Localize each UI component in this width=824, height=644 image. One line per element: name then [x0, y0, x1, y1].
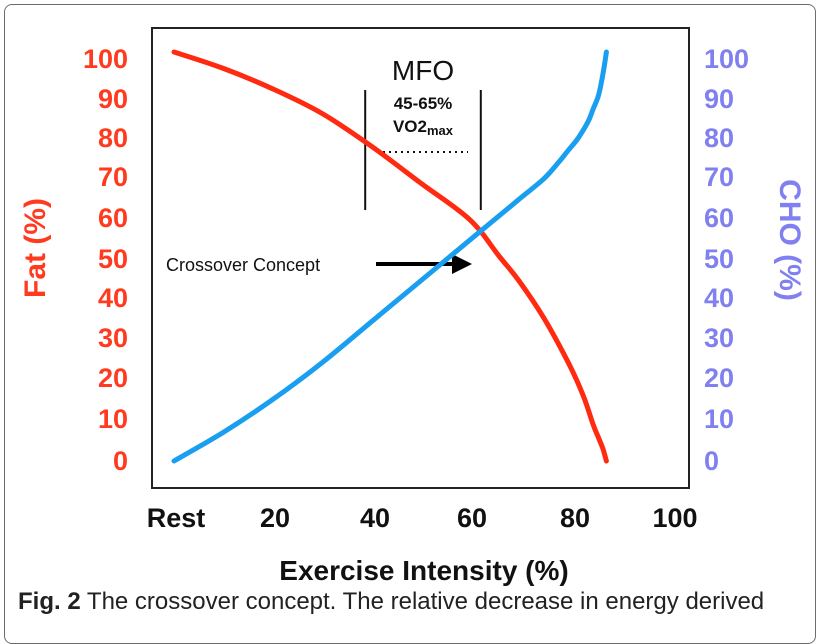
left-tick-label: 50	[98, 244, 128, 274]
caption-text: The crossover concept. The relative decr…	[86, 588, 765, 615]
right-axis-ticks: 0 10 20 30 40 50 60 70 80 90 100	[704, 44, 749, 476]
left-tick-label: 90	[98, 84, 128, 114]
mfo-title: MFO	[392, 55, 454, 86]
crossover-arrowhead	[452, 254, 472, 274]
right-tick-label: 50	[704, 244, 734, 274]
right-tick-label: 10	[704, 404, 734, 434]
crossover-chart: 0 10 20 30 40 50 60 70 80 90 100 0 10 20 30 40 50 60 70 80…	[19, 27, 806, 586]
mfo-range-label: 45-65%	[394, 94, 453, 113]
figure-caption: Fig. 2 The crossover concept. The relati…	[18, 588, 818, 616]
fat-series-line	[171, 49, 609, 464]
x-tick-label: Rest	[147, 503, 206, 533]
left-tick-label: 80	[98, 123, 128, 153]
crossover-label: Crossover Concept	[166, 255, 320, 275]
right-tick-label: 100	[704, 44, 749, 74]
caption-label: Fig. 2	[18, 588, 81, 615]
right-tick-label: 90	[704, 84, 734, 114]
left-tick-label: 30	[98, 323, 128, 353]
right-tick-label: 60	[704, 203, 734, 233]
y-axis-label-left: Fat (%)	[19, 198, 52, 298]
left-tick-label: 0	[113, 446, 128, 476]
left-tick-label: 70	[98, 162, 128, 192]
mfo-vo2max-label: VO2max	[393, 117, 454, 138]
right-tick-label: 20	[704, 363, 734, 393]
x-tick-label: 20	[260, 503, 290, 533]
right-tick-label: 0	[704, 446, 719, 476]
left-tick-label: 60	[98, 203, 128, 233]
series-lines	[171, 49, 609, 464]
cho-series-line	[171, 49, 609, 464]
x-tick-label: 80	[560, 503, 590, 533]
left-axis-ticks: 0 10 20 30 40 50 60 70 80 90 100	[83, 44, 128, 476]
right-tick-label: 80	[704, 123, 734, 153]
x-tick-label: 100	[652, 503, 697, 533]
plot-area	[151, 27, 690, 489]
left-tick-label: 10	[98, 404, 128, 434]
right-tick-label: 40	[704, 283, 734, 313]
left-tick-label: 40	[98, 283, 128, 313]
left-tick-label: 100	[83, 44, 128, 74]
y-axis-label-right: CHO (%)	[773, 179, 806, 301]
right-tick-label: 70	[704, 162, 734, 192]
left-tick-label: 20	[98, 363, 128, 393]
x-axis-label: Exercise Intensity (%)	[279, 555, 568, 586]
right-tick-label: 30	[704, 323, 734, 353]
x-axis-ticks: Rest 20 40 60 80 100	[147, 503, 698, 533]
max-subscript: max	[427, 123, 454, 138]
vo2-text: VO2	[393, 117, 427, 136]
x-tick-label: 40	[360, 503, 390, 533]
x-tick-label: 60	[457, 503, 487, 533]
